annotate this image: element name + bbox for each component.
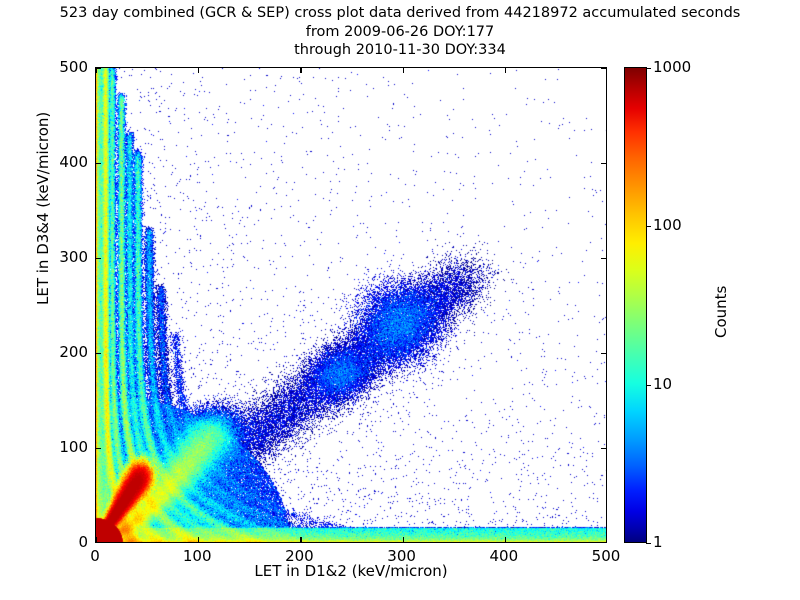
yticklabel-100: 100 [59,438,88,456]
colorbar-ticklabel-1000: 1000 [653,58,692,76]
colorbar-ticklabel-1: 1 [653,532,663,551]
yticklabel-300: 300 [59,248,88,266]
title-line-3: through 2010-11-30 DOY:334 [294,42,506,59]
title-line-1: 523 day combined (GCR & SEP) cross plot … [59,5,741,21]
xtick-300 [402,537,404,542]
density-heatmap [96,68,606,542]
yticklabel-200: 200 [59,343,88,361]
xtick-0 [96,537,98,542]
xtick-500 [606,537,607,542]
colorbar-ticklabel-100: 100 [653,216,682,235]
xticklabel-0: 0 [90,547,100,565]
xticklabel-200: 200 [285,547,314,565]
xtick-top-200 [300,68,302,73]
xtick-top-500 [606,68,607,73]
ytick-400 [96,162,101,164]
xtick-top-0 [96,68,98,73]
colorbar-ticklabel-10: 10 [653,374,673,393]
ytick-100 [96,447,101,449]
ytick-right-500 [601,68,606,70]
xtick-top-300 [402,68,404,73]
xtick-top-400 [504,68,506,73]
ytick-300 [96,257,101,259]
colorbar [624,67,651,544]
colorbar-tick-1000 [646,68,651,70]
figure-title: 523 day combined (GCR & SEP) cross plot … [0,4,800,60]
xtick-400 [504,537,506,542]
y-axis-label: LET in D3&4 (keV/micron) [34,111,52,305]
colorbar-tick-1 [646,542,651,544]
xticklabel-100: 100 [182,547,212,565]
ytick-right-200 [601,352,606,354]
ytick-200 [96,352,101,354]
ytick-500 [96,68,101,70]
plot-area [95,67,607,543]
xtick-top-100 [198,68,200,73]
x-axis-label: LET in D1&2 (keV/micron) [254,562,448,580]
xticklabel-400: 400 [489,547,519,565]
yticklabel-0: 0 [78,533,88,551]
xticklabel-300: 300 [387,547,416,565]
xtick-200 [300,537,302,542]
xticklabel-500: 500 [591,547,621,565]
yticklabel-500: 500 [59,58,88,76]
title-line-2: from 2009-06-26 DOY:177 [305,23,495,40]
colorbar-gradient [624,67,651,544]
ytick-right-100 [601,447,606,449]
yticklabel-400: 400 [59,153,88,171]
colorbar-label: Counts [712,285,730,338]
colorbar-tick-100 [646,226,651,228]
xtick-100 [198,537,200,542]
ytick-right-400 [601,162,606,164]
ytick-right-300 [601,257,606,259]
colorbar-tick-10 [646,384,651,386]
